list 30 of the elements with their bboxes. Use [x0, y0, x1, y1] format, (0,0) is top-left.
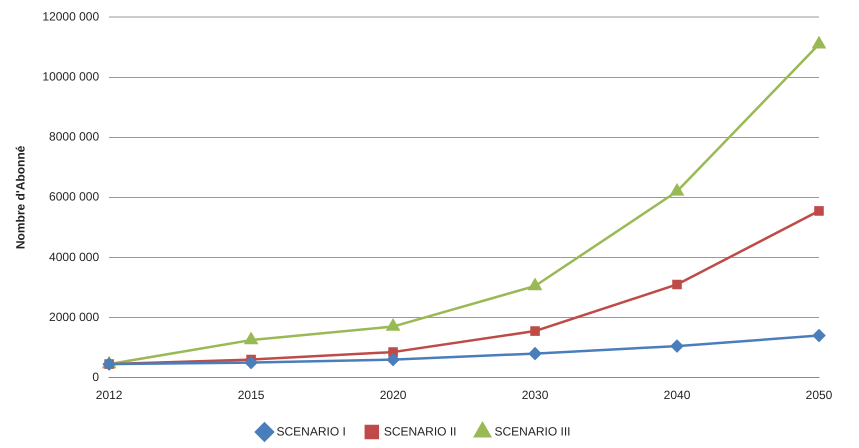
- point: [386, 353, 400, 366]
- point: [670, 184, 684, 196]
- x-tick-label: 2040: [664, 388, 691, 402]
- legend-label: SCENARIO I: [276, 424, 346, 438]
- x-tick-label: 2015: [238, 388, 265, 402]
- y-tick-label: 12000 000: [42, 10, 100, 24]
- point: [528, 278, 542, 290]
- point: [244, 356, 258, 369]
- x-tick-label: 2050: [806, 388, 833, 402]
- point: [812, 36, 826, 48]
- y-tick-label: 6000 000: [49, 190, 100, 204]
- point: [386, 319, 400, 331]
- y-tick-label: 8000 000: [49, 130, 100, 144]
- legend-label: SCENARIO II: [384, 424, 457, 438]
- y-tick-label: 10000 000: [42, 70, 100, 84]
- point: [244, 332, 258, 344]
- point: [528, 347, 542, 360]
- point: [672, 280, 682, 290]
- y-tick-label: 2000 000: [49, 310, 100, 324]
- point: [530, 326, 540, 336]
- point: [812, 329, 826, 342]
- x-tick-label: 2012: [96, 388, 123, 402]
- y-tick-label: 4000 000: [49, 250, 100, 264]
- y-axis-title: Nombre d'Abonné: [14, 145, 28, 250]
- x-tick-label: 2030: [522, 388, 549, 402]
- point: [814, 206, 824, 216]
- point: [670, 340, 684, 352]
- y-tick-label: 0: [92, 370, 100, 384]
- x-tick-label: 2020: [380, 388, 407, 402]
- legend-label: SCENARIO III: [494, 424, 571, 438]
